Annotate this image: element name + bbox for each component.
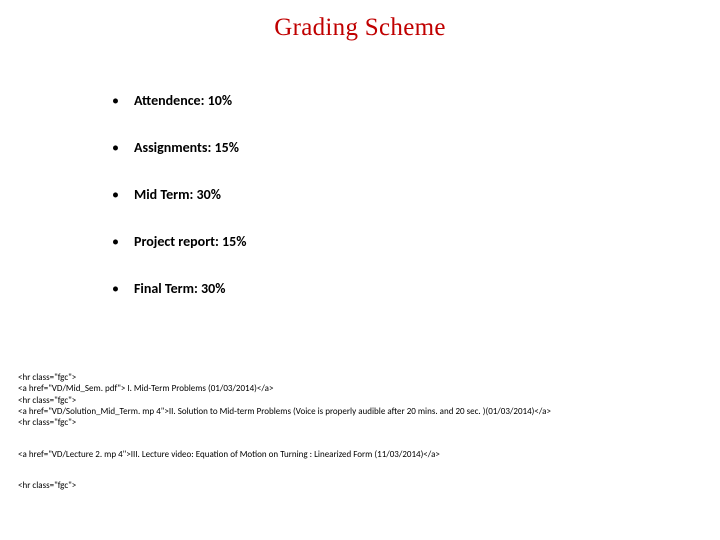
code-line: <hr class="fgc"> xyxy=(18,395,76,406)
list-item-label: Attendence: 10% xyxy=(134,92,232,109)
bullet-icon: • xyxy=(112,186,134,203)
list-item-label: Final Term: 30% xyxy=(134,280,225,297)
code-line: <a href="VD/Lecture 2. mp 4">III. Lectur… xyxy=(18,449,440,460)
list-item: • Attendence: 10% xyxy=(112,92,612,109)
code-line: <hr class="fgc"> xyxy=(18,480,76,491)
raw-html-block: <hr class="fgc"> <a href="VD/Mid_Sem. pd… xyxy=(18,372,702,491)
list-item-label: Project report: 15% xyxy=(134,233,246,250)
slide: Grading Scheme • Attendence: 10% • Assig… xyxy=(0,0,720,540)
bullet-icon: • xyxy=(112,139,134,156)
list-item: • Project report: 15% xyxy=(112,233,612,250)
bullet-icon: • xyxy=(112,92,134,109)
list-item: • Assignments: 15% xyxy=(112,139,612,156)
bullet-icon: • xyxy=(112,280,134,297)
code-line: <hr class="fgc"> xyxy=(18,372,76,383)
code-line: <a href="VD/Solution_Mid_Term. mp 4">II.… xyxy=(18,406,551,417)
list-item-label: Assignments: 15% xyxy=(134,139,239,156)
code-line: <hr class="fgc"> xyxy=(18,417,76,428)
bullet-icon: • xyxy=(112,233,134,250)
page-title: Grading Scheme xyxy=(0,14,720,42)
list-item: • Mid Term: 30% xyxy=(112,186,612,203)
code-line: <a href="VD/Mid_Sem. pdf"> I. Mid-Term P… xyxy=(18,383,273,394)
grading-list: • Attendence: 10% • Assignments: 15% • M… xyxy=(112,92,612,327)
list-item-label: Mid Term: 30% xyxy=(134,186,221,203)
list-item: • Final Term: 30% xyxy=(112,280,612,297)
